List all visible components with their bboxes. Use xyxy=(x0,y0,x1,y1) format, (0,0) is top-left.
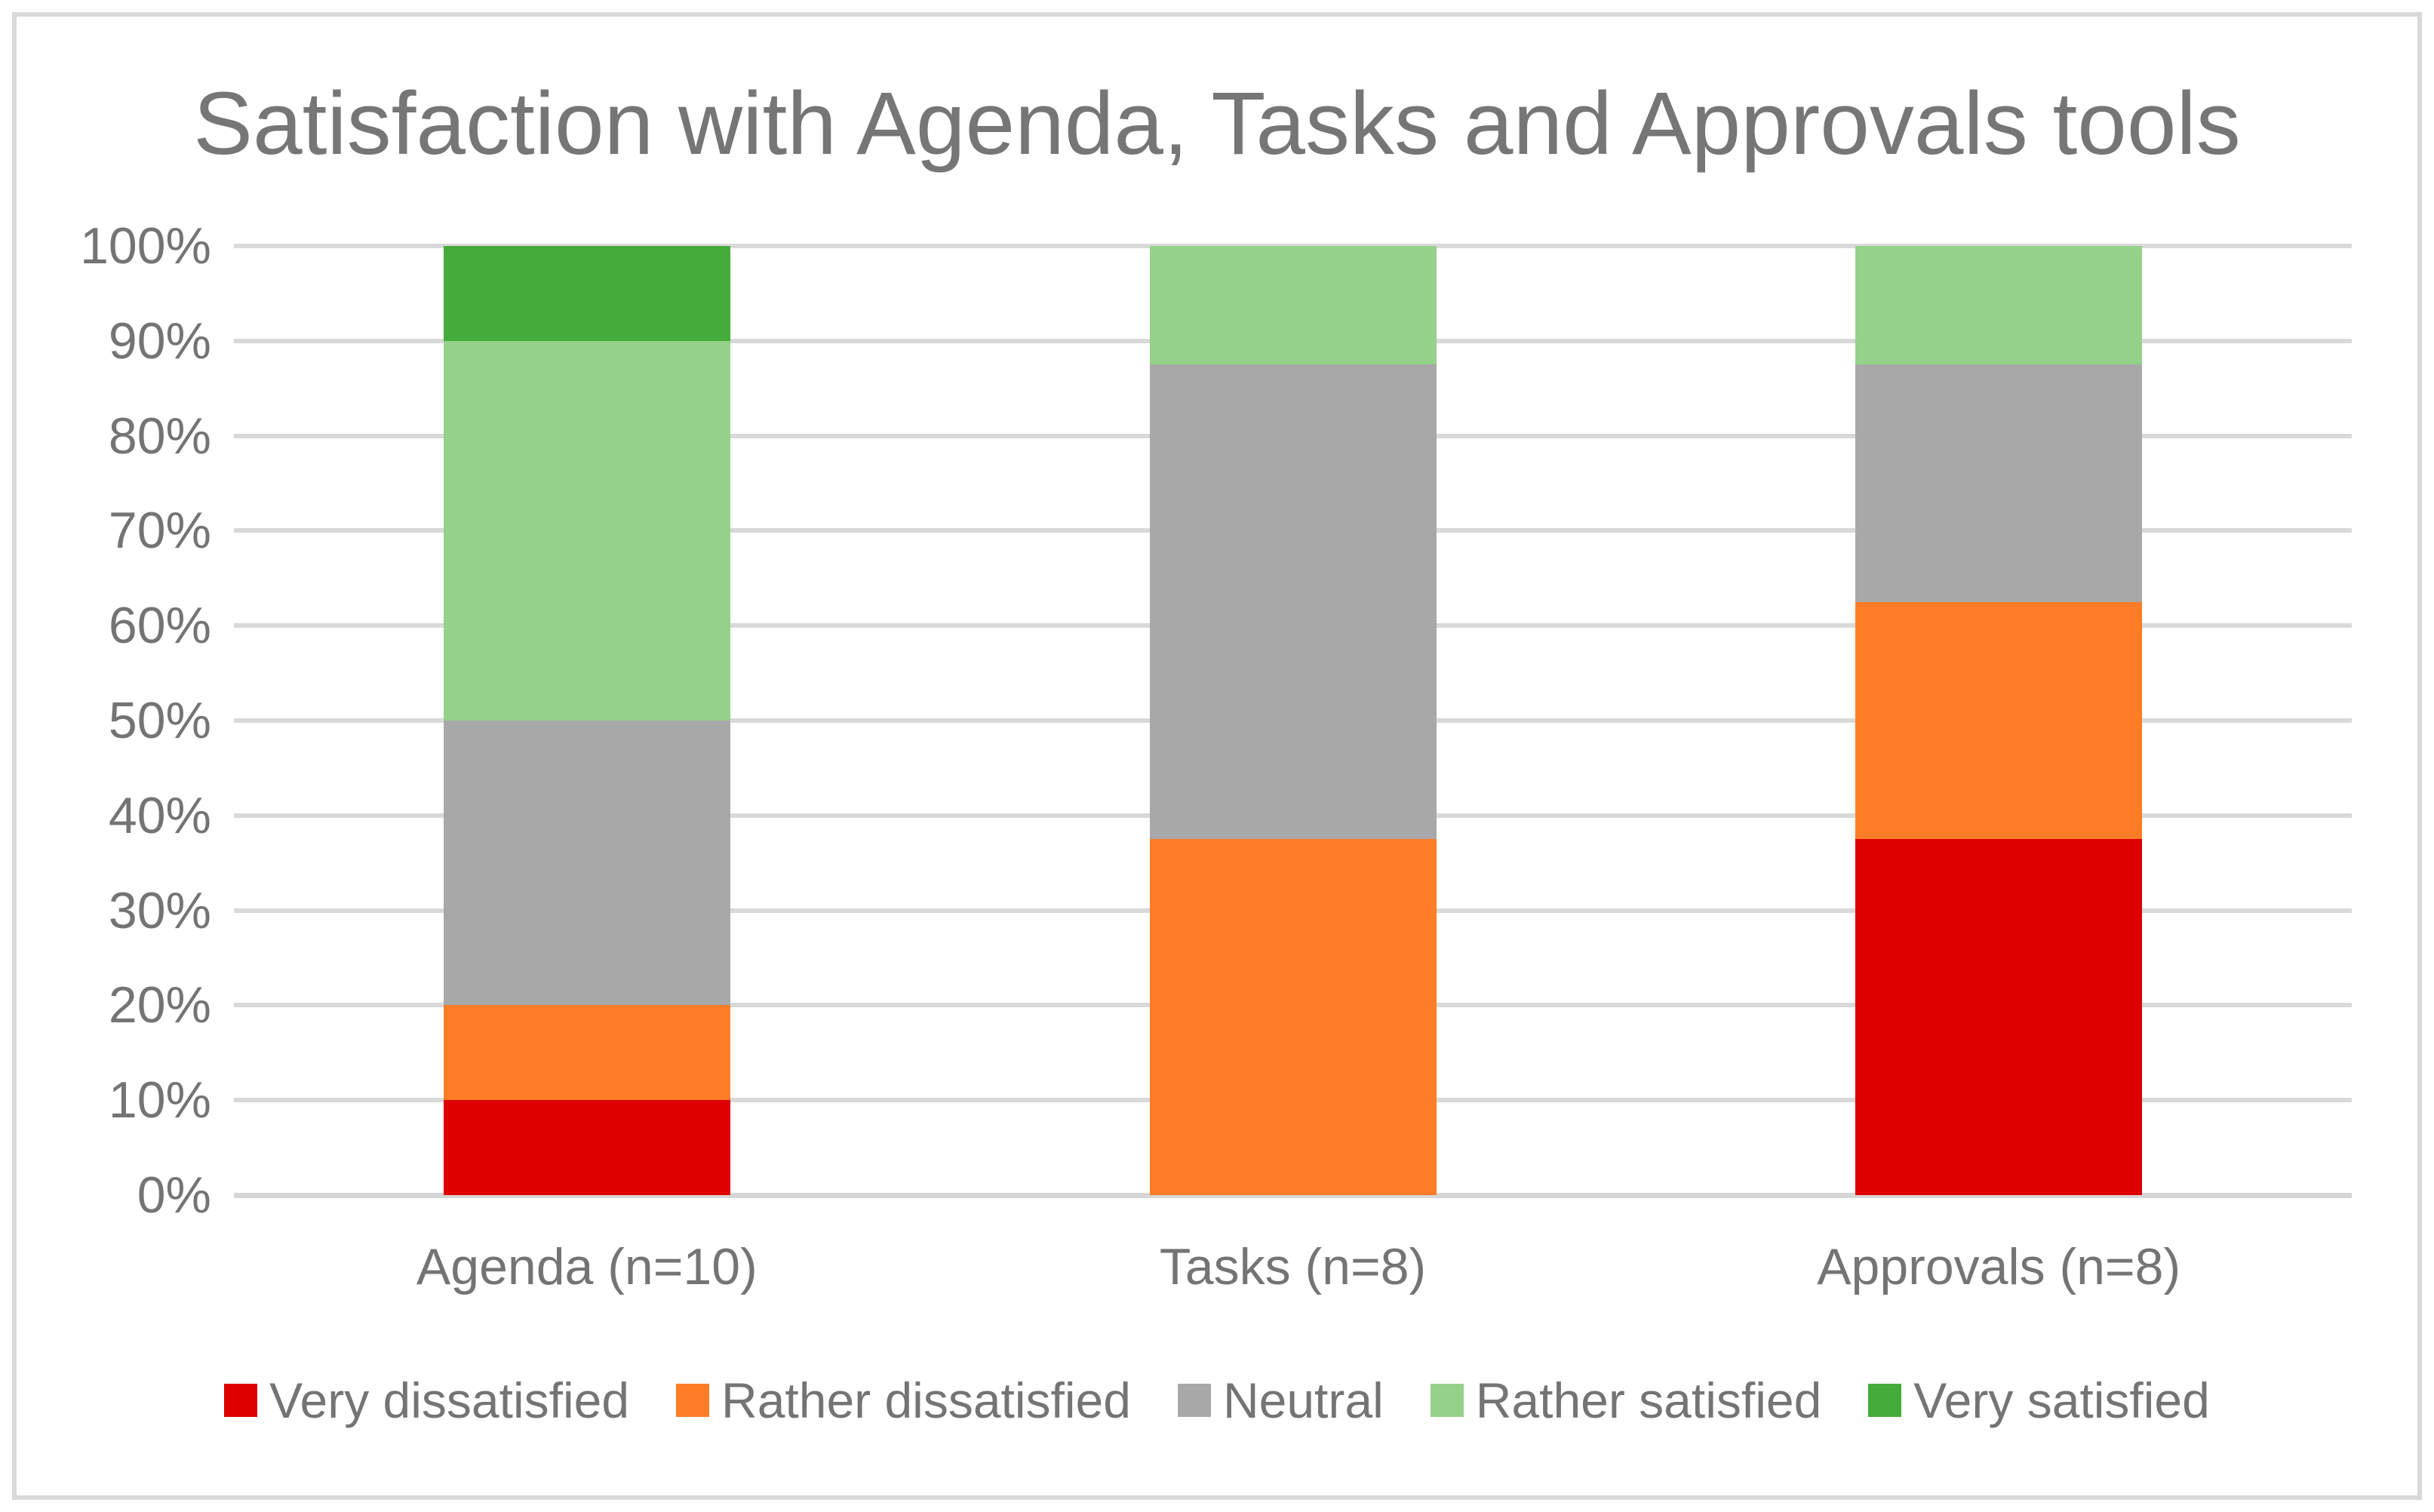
legend-swatch-icon xyxy=(224,1384,258,1417)
legend-item: Neutral xyxy=(1177,1372,1384,1429)
x-category-label: Tasks (n=8) xyxy=(1159,1238,1427,1295)
bar-segment xyxy=(1855,246,2143,365)
bar-segment xyxy=(1855,839,2143,1195)
y-tick-label: 0% xyxy=(137,1166,211,1224)
legend-label: Very dissatisfied xyxy=(269,1372,630,1428)
legend-label: Neutral xyxy=(1222,1372,1384,1428)
legend-item: Very dissatisfied xyxy=(224,1372,629,1429)
x-category-label: Agenda (n=10) xyxy=(416,1238,758,1295)
bar-segment xyxy=(443,1005,730,1101)
bar-segment xyxy=(443,1100,730,1195)
legend-swatch-icon xyxy=(1868,1384,1902,1417)
y-tick-label: 60% xyxy=(108,597,211,655)
legend: Very dissatisfied Rather dissatisfied Neut… xyxy=(0,1372,2434,1429)
plot-area xyxy=(234,244,2352,1198)
y-tick-label: 100% xyxy=(80,217,211,275)
legend-swatch-icon xyxy=(676,1384,710,1417)
y-tick-label: 50% xyxy=(108,692,211,749)
legend-label: Very satisfied xyxy=(1913,1372,2210,1428)
y-tick-label: 40% xyxy=(108,786,211,844)
y-tick-label: 30% xyxy=(108,881,211,939)
chart-title: Satisfaction with Agenda, Tasks and Appr… xyxy=(193,74,2241,174)
bar-segment xyxy=(1149,364,1437,840)
y-tick-label: 10% xyxy=(108,1071,211,1129)
legend-item: Rather satisfied xyxy=(1430,1372,1822,1429)
stacked-bar xyxy=(1149,246,1437,1195)
bar-segment xyxy=(1855,364,2143,602)
bar-segment xyxy=(1855,601,2143,840)
legend-swatch-icon xyxy=(1177,1384,1211,1417)
stacked-bar xyxy=(443,246,730,1195)
legend-swatch-icon xyxy=(1430,1384,1464,1417)
legend-label: Rather satisfied xyxy=(1475,1372,1822,1428)
legend-label: Rather dissatisfied xyxy=(721,1372,1131,1428)
bar-segment xyxy=(1149,246,1437,365)
x-axis-line xyxy=(234,1193,2352,1198)
x-category-label: Approvals (n=8) xyxy=(1817,1238,2181,1295)
bar-segment xyxy=(443,340,730,721)
y-tick-label: 80% xyxy=(108,407,211,465)
stacked-bar xyxy=(1855,246,2143,1195)
legend-item: Rather dissatisfied xyxy=(676,1372,1131,1429)
y-tick-label: 70% xyxy=(108,502,211,560)
bar-segment xyxy=(443,246,730,341)
y-tick-label: 90% xyxy=(108,312,211,370)
legend-item: Very satisfied xyxy=(1868,1372,2210,1429)
bar-segment xyxy=(443,721,730,1006)
y-tick-label: 20% xyxy=(108,976,211,1034)
bar-segment xyxy=(1149,839,1437,1195)
